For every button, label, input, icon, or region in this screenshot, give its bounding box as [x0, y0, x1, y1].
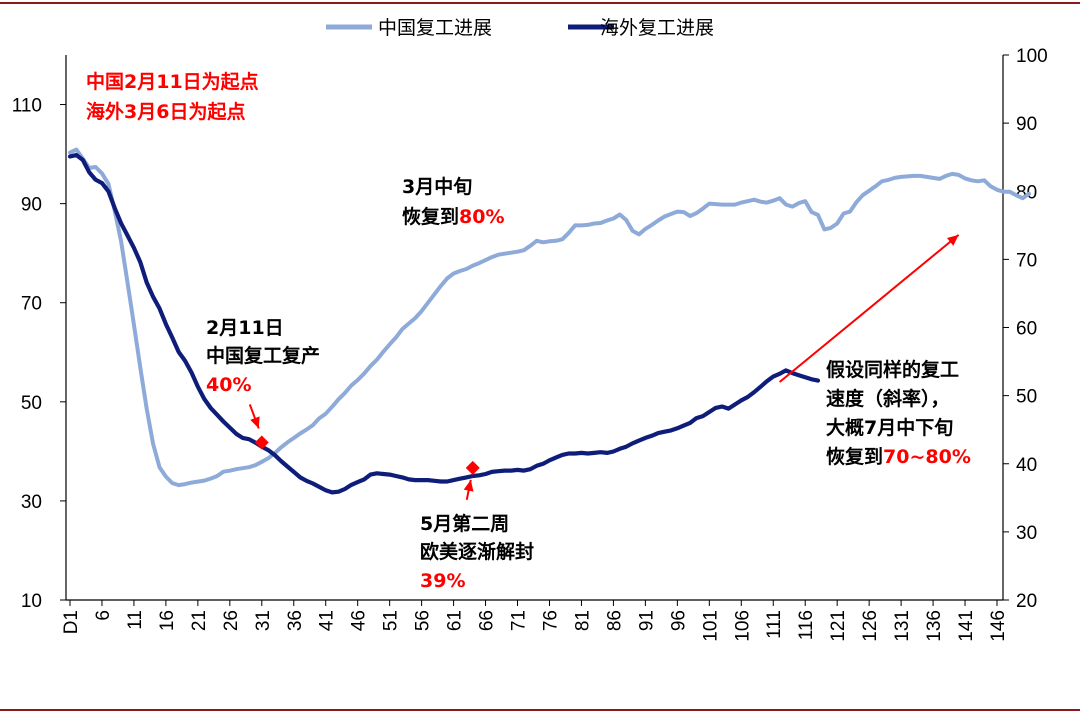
- x-tick-label: 66: [477, 610, 498, 631]
- left-tick-label: 90: [21, 195, 42, 216]
- x-tick-label: 16: [157, 610, 178, 631]
- x-tick-label: 146: [988, 610, 1009, 642]
- marker-overseas-may: [465, 460, 480, 475]
- right-tick-label: 80: [1016, 182, 1037, 203]
- annotation-line: 39%: [420, 570, 465, 592]
- annotation-line: 大概7月中下旬: [826, 416, 953, 439]
- x-tick-label: 121: [828, 610, 849, 642]
- annotation-line: 恢复到70~80%: [826, 445, 971, 468]
- annotation-line: 中国复工复产: [206, 344, 320, 367]
- series-line-overseas: [67, 153, 821, 495]
- right-tick-label: 90: [1016, 114, 1037, 135]
- annotation-line: 3月中旬: [402, 175, 472, 198]
- x-tick-label: 111: [764, 610, 785, 639]
- annotation-line: 欧美逐渐解封: [420, 540, 534, 563]
- right-tick-label: 20: [1016, 591, 1037, 612]
- x-tick-label: 91: [636, 610, 657, 631]
- left-tick-label: 30: [21, 492, 42, 513]
- x-tick-label: 81: [572, 610, 593, 631]
- marker-china-feb11: [254, 435, 269, 450]
- x-tick-label: 131: [892, 610, 913, 642]
- annotation-highlight: 80%: [459, 206, 504, 228]
- left-tick-label: 70: [21, 294, 42, 315]
- annotation-line: 2月11日: [206, 317, 284, 339]
- series-line-china: [68, 147, 1031, 488]
- x-tick-label: 51: [381, 610, 402, 631]
- x-tick-label: 61: [445, 610, 466, 631]
- left-axis-ticks: 10 30 50 70 90 110: [12, 96, 66, 612]
- x-tick-label: 101: [700, 610, 721, 642]
- highlight-markers: [254, 435, 480, 475]
- x-tick-label: 46: [349, 610, 370, 631]
- annotation-projection: 假设同样的复工 速度（斜率）， 大概7月中下旬 恢复到70~80%: [826, 358, 971, 468]
- x-tick-label: 126: [860, 610, 881, 642]
- annotation-highlight: 70~80%: [883, 446, 971, 468]
- annotation-text: 恢复到: [826, 445, 883, 468]
- annotation-line: 速度（斜率），: [826, 387, 950, 410]
- annotation-overseas-may: 5月第二周 欧美逐渐解封 39%: [420, 512, 534, 592]
- left-tick-label: 10: [21, 591, 42, 612]
- x-tick-label: 36: [285, 610, 306, 631]
- x-tick-label: 141: [956, 610, 977, 642]
- right-tick-label: 70: [1016, 250, 1037, 271]
- projection-arrow: [778, 234, 960, 383]
- annotation-line: 恢复到80%: [402, 205, 505, 228]
- right-tick-label: 50: [1016, 387, 1037, 408]
- right-tick-label: 60: [1016, 319, 1037, 340]
- right-tick-label: 30: [1016, 523, 1037, 544]
- annotation-china-feb11: 2月11日 中国复工复产 40%: [206, 317, 320, 396]
- legend-label-overseas: 海外复工进展: [600, 17, 714, 39]
- x-tick-label: 71: [509, 610, 530, 631]
- x-tick-label: 106: [732, 610, 753, 642]
- projection-arrow-head: [946, 234, 959, 246]
- annotation-text: 恢复到: [402, 205, 459, 228]
- annotation-line: 中国2月11日为起点: [86, 70, 259, 93]
- x-tick-label: 136: [924, 610, 945, 642]
- x-tick-label: 56: [413, 610, 434, 631]
- x-tick-label: 86: [604, 610, 625, 631]
- x-tick-label: 96: [668, 610, 689, 631]
- x-tick-label: 26: [221, 610, 242, 631]
- x-tick-label: D1: [61, 610, 82, 634]
- legend: 中国复工进展 海外复工进展: [326, 17, 714, 39]
- annotation-line: 5月第二周: [420, 512, 509, 535]
- x-tick-label: 11: [125, 610, 146, 630]
- x-axis-ticks: D1 6 11 16 21 26 31 36 41 46 51 56 61 66 71 76 81 86 91 96 1…: [61, 600, 1009, 642]
- left-tick-label: 110: [12, 96, 42, 117]
- series-lines: [67, 147, 1031, 495]
- x-tick-label: 41: [317, 610, 338, 631]
- annotation-china-mid-march: 3月中旬 恢复到80%: [402, 175, 505, 228]
- annotation-line: 海外3月6日为起点: [86, 100, 245, 123]
- x-tick-label: 6: [93, 610, 114, 621]
- right-tick-label: 100: [1016, 46, 1048, 67]
- left-tick-label: 50: [21, 393, 42, 414]
- annotation-line: 40%: [206, 374, 251, 396]
- annotation-start-dates: 中国2月11日为起点 海外3月6日为起点: [86, 70, 259, 123]
- x-tick-label: 31: [253, 610, 274, 631]
- x-tick-label: 116: [796, 610, 817, 640]
- right-tick-label: 40: [1016, 455, 1037, 476]
- x-tick-label: 76: [540, 610, 561, 631]
- x-tick-label: 21: [189, 610, 210, 631]
- right-axis-ticks: 20 30 40 50 60 70 80 90 100: [1003, 46, 1048, 612]
- pointer-arrow-overseas-head: [463, 479, 474, 492]
- pointer-arrow-china-head: [250, 416, 260, 429]
- annotation-line: 假设同样的复工: [826, 358, 959, 381]
- annotation-arrows: [248, 234, 960, 501]
- legend-label-china: 中国复工进展: [378, 17, 492, 39]
